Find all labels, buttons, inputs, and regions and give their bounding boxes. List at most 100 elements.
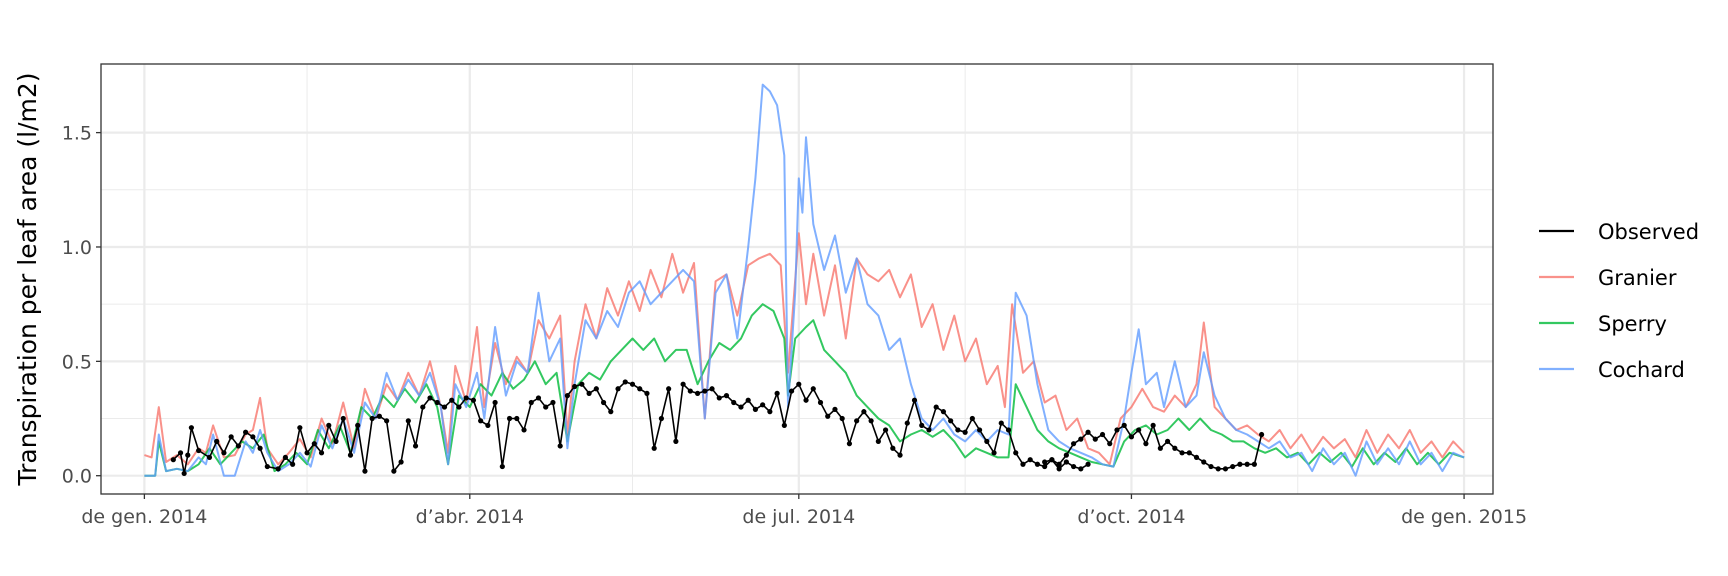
observed-point (1070, 441, 1077, 447)
observed-point (1136, 427, 1142, 433)
observed-point (1215, 466, 1221, 472)
observed-point (709, 386, 715, 392)
observed-point (781, 422, 787, 428)
observed-point (890, 445, 896, 451)
observed-point (825, 413, 831, 419)
observed-point (1186, 450, 1192, 456)
observed-point (196, 447, 202, 454)
observed-point (170, 457, 176, 463)
observed-point (257, 445, 263, 451)
observed-point (919, 422, 925, 428)
observed-point (991, 450, 997, 456)
observed-point (716, 395, 722, 401)
observed-point (412, 443, 419, 449)
observed-point (644, 390, 650, 396)
observed-point (420, 404, 426, 410)
observed-point (355, 422, 361, 428)
observed-point (651, 445, 657, 451)
observed-point (745, 397, 751, 403)
observed-point (904, 420, 910, 426)
y-tick-label: 1.5 (62, 123, 92, 145)
observed-point (369, 415, 375, 422)
legend-label: Sperry (1598, 312, 1667, 336)
legend-label: Cochard (1598, 358, 1685, 382)
observed-point (427, 395, 433, 401)
observed-point (593, 386, 599, 392)
observed-point (760, 402, 766, 408)
observed-point (600, 399, 607, 406)
observed-point (463, 395, 469, 401)
observed-point (1172, 445, 1178, 451)
observed-point (514, 415, 520, 422)
observed-point (1099, 431, 1106, 438)
observed-point (1092, 436, 1098, 442)
observed-point (1230, 463, 1236, 470)
observed-point (666, 386, 672, 392)
observed-point (181, 470, 187, 477)
observed-point (1063, 452, 1069, 458)
observed-point (340, 415, 346, 422)
observed-point (839, 415, 845, 422)
observed-point (1128, 434, 1135, 440)
observed-point (250, 434, 256, 440)
observed-point (680, 381, 686, 387)
observed-point (767, 409, 773, 415)
observed-point (738, 404, 744, 410)
x-tick-label: de jul. 2014 (742, 506, 855, 528)
observed-point (275, 466, 281, 472)
observed-point (398, 459, 404, 465)
major-gridlines (101, 64, 1493, 494)
observed-point (579, 381, 585, 387)
observed-point (832, 406, 838, 412)
observed-point (984, 438, 990, 444)
observed-point (478, 418, 484, 424)
observed-point (297, 425, 303, 431)
observed-point (1150, 422, 1156, 428)
observed-point (290, 461, 296, 467)
observed-point (304, 450, 310, 456)
observed-point (882, 427, 889, 433)
observed-point (1042, 459, 1048, 465)
observed-point (1078, 466, 1084, 472)
observed-point (572, 383, 578, 390)
observed-point (1078, 436, 1084, 442)
observed-point (485, 422, 491, 428)
observed-point (731, 399, 737, 406)
observed-point (521, 427, 527, 433)
observed-point (177, 450, 184, 456)
observed-point (318, 450, 325, 456)
observed-point (1179, 450, 1185, 456)
legend-item-granier: Granier (1539, 266, 1677, 290)
observed-point (875, 438, 881, 444)
observed-point (1251, 461, 1257, 467)
observed-point (449, 397, 455, 403)
observed-point (723, 393, 730, 399)
observed-point (264, 463, 270, 470)
minor-gridlines (101, 64, 1493, 494)
observed-point (235, 443, 241, 449)
x-tick-label: de gen. 2015 (1401, 506, 1527, 528)
observed-point (543, 404, 549, 410)
observed-point (564, 393, 571, 399)
observed-point (535, 395, 542, 401)
observed-point (376, 413, 382, 419)
observed-point (441, 404, 448, 410)
y-tick-label: 0.5 (62, 351, 92, 373)
observed-point (846, 441, 853, 447)
observed-point (788, 388, 795, 394)
observed-point (214, 438, 220, 444)
observed-point (629, 381, 636, 387)
observed-point (1157, 445, 1163, 451)
observed-point (1143, 441, 1149, 447)
observed-point (803, 397, 809, 403)
observed-point (926, 427, 932, 433)
observed-point (221, 450, 227, 456)
observed-point (1237, 461, 1243, 467)
observed-point (1034, 461, 1041, 467)
observed-point (1244, 461, 1250, 467)
observed-point (1063, 459, 1069, 465)
observed-point (1005, 427, 1012, 433)
legend-label: Granier (1598, 266, 1677, 290)
legend-label: Observed (1598, 220, 1699, 244)
